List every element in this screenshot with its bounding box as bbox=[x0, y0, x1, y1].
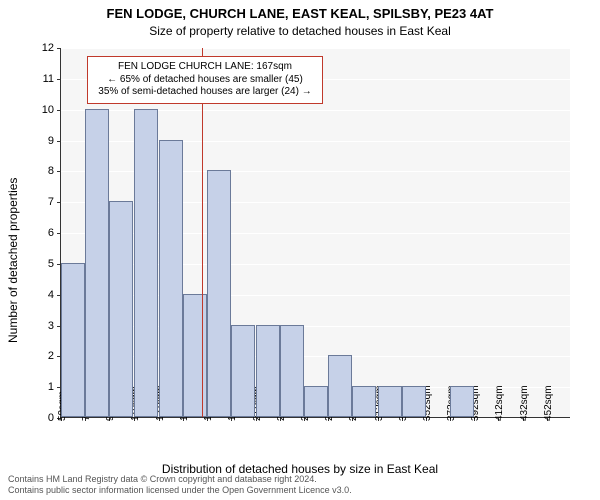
bar bbox=[109, 201, 133, 417]
footer-line-2: Contains public sector information licen… bbox=[8, 485, 352, 496]
bar bbox=[85, 109, 109, 417]
bar bbox=[304, 386, 328, 417]
y-tick-label: 3 bbox=[14, 320, 54, 332]
annotation-line-2: ← 65% of detached houses are smaller (45… bbox=[94, 74, 316, 87]
bar bbox=[231, 325, 255, 418]
chart-subtitle: Size of property relative to detached ho… bbox=[0, 24, 600, 38]
y-tick-mark bbox=[57, 141, 61, 142]
y-tick-label: 0 bbox=[14, 412, 54, 424]
y-tick-label: 5 bbox=[14, 258, 54, 270]
y-tick-mark bbox=[57, 48, 61, 49]
y-tick-mark bbox=[57, 202, 61, 203]
bar bbox=[183, 294, 207, 417]
annotation-line-3: 35% of semi-detached houses are larger (… bbox=[94, 86, 316, 99]
y-tick-label: 6 bbox=[14, 227, 54, 239]
bar bbox=[328, 355, 352, 417]
x-tick-label: 452sqm bbox=[543, 385, 554, 421]
y-tick-label: 1 bbox=[14, 381, 54, 393]
x-tick-label: 412sqm bbox=[494, 385, 505, 421]
chart-container: FEN LODGE, CHURCH LANE, EAST KEAL, SPILS… bbox=[0, 0, 600, 500]
y-tick-label: 7 bbox=[14, 196, 54, 208]
footer-attribution: Contains HM Land Registry data © Crown c… bbox=[8, 474, 352, 496]
bar bbox=[207, 170, 231, 417]
y-tick-mark bbox=[57, 110, 61, 111]
bar bbox=[159, 140, 183, 418]
y-tick-label: 4 bbox=[14, 289, 54, 301]
footer-line-1: Contains HM Land Registry data © Crown c… bbox=[8, 474, 352, 485]
bar bbox=[134, 109, 158, 417]
bar bbox=[280, 325, 304, 418]
bar bbox=[256, 325, 280, 418]
y-tick-label: 9 bbox=[14, 135, 54, 147]
annotation-box: FEN LODGE CHURCH LANE: 167sqm ← 65% of d… bbox=[87, 56, 323, 104]
x-tick-label: 432sqm bbox=[519, 385, 530, 421]
annotation-line-1: FEN LODGE CHURCH LANE: 167sqm bbox=[94, 61, 316, 74]
y-tick-label: 2 bbox=[14, 350, 54, 362]
plot-area: 50sqm70sqm90sqm110sqm131sqm151sqm171sqm1… bbox=[60, 48, 570, 418]
y-tick-mark bbox=[57, 171, 61, 172]
bar bbox=[352, 386, 376, 417]
y-tick-mark bbox=[57, 233, 61, 234]
y-tick-label: 8 bbox=[14, 165, 54, 177]
bar bbox=[402, 386, 426, 417]
bar bbox=[450, 386, 474, 417]
gridline bbox=[61, 48, 570, 49]
y-tick-mark bbox=[57, 79, 61, 80]
y-tick-label: 12 bbox=[14, 42, 54, 54]
bar bbox=[378, 386, 402, 417]
bar bbox=[61, 263, 85, 417]
chart-title: FEN LODGE, CHURCH LANE, EAST KEAL, SPILS… bbox=[0, 6, 600, 21]
y-tick-label: 11 bbox=[14, 73, 54, 85]
y-tick-label: 10 bbox=[14, 104, 54, 116]
